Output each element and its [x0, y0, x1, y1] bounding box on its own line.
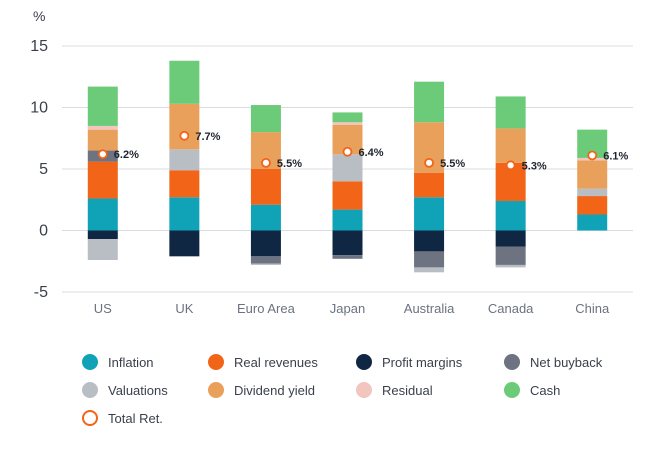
x-tick-label-uk: UK	[175, 301, 193, 316]
y-tick-label: -5	[34, 284, 48, 301]
bar-segment-cash-uk	[169, 60, 200, 104]
bar-segment-inflation-uk	[169, 197, 200, 231]
bar-segment-valuations-euro-area	[250, 263, 281, 265]
legend-item-residual: Residual	[356, 382, 433, 398]
bar-segment-valuations-us	[87, 239, 118, 261]
bar-segment-inflation-us	[87, 198, 118, 231]
bar-segment-cash-canada	[495, 96, 526, 129]
legend-swatch-real-revenues	[208, 354, 224, 370]
bar-segment-valuations-japan	[332, 154, 363, 182]
total-return-marker-euro-area	[261, 157, 271, 168]
x-tick-label-australia: Australia	[404, 301, 455, 316]
bar-segment-inflation-japan	[332, 209, 363, 231]
bar-segment-real-revenues-euro-area	[250, 169, 281, 205]
total-return-label-us: 6.2%	[114, 149, 139, 161]
bar-segment-inflation-euro-area	[250, 204, 281, 231]
total-return-marker-australia	[424, 157, 434, 168]
legend-item-dividend-yield: Dividend yield	[208, 382, 315, 398]
y-tick-label: 0	[39, 223, 48, 240]
legend-item-inflation: Inflation	[82, 354, 154, 370]
bar-segment-profit-margins-euro-area	[250, 230, 281, 257]
bar-segment-profit-margins-canada	[495, 230, 526, 247]
x-tick-label-us: US	[94, 301, 112, 316]
bar-segment-profit-margins-uk	[169, 230, 200, 257]
bar-segment-real-revenues-japan	[332, 181, 363, 210]
y-tick-label: 5	[39, 161, 48, 178]
total-return-marker-uk	[179, 130, 190, 141]
total-return-marker-china	[587, 150, 598, 161]
total-return-label-china: 6.1%	[603, 150, 628, 162]
bar-segment-cash-euro-area	[250, 105, 281, 133]
x-tick-label-japan: Japan	[330, 301, 365, 316]
bar-segment-valuations-australia	[414, 267, 445, 273]
total-return-label-euro-area: 5.5%	[277, 158, 302, 170]
legend-item-real-revenues: Real revenues	[208, 354, 318, 370]
bar-segment-valuations-uk	[169, 149, 200, 171]
legend-label-profit-margins: Profit margins	[382, 354, 463, 370]
legend-label-inflation: Inflation	[108, 354, 154, 370]
bar-segment-residual-us	[87, 125, 118, 130]
total-return-label-uk: 7.7%	[195, 131, 220, 143]
total-return-marker-canada	[505, 160, 516, 171]
total-return-marker-japan	[342, 146, 353, 157]
total-return-label-canada: 5.3%	[522, 160, 547, 172]
legend-label-total-return: Total Ret.	[108, 410, 163, 426]
x-tick-label-euro-area: Euro Area	[237, 301, 296, 316]
legend-swatch-residual	[356, 382, 372, 398]
bar-segment-cash-japan	[332, 112, 363, 123]
legend-swatch-total-return	[82, 410, 98, 426]
bar-segment-real-revenues-australia	[414, 172, 445, 198]
total-return-label-japan: 6.4%	[359, 147, 384, 159]
legend-item-profit-margins: Profit margins	[356, 354, 462, 370]
legend-item-net-buyback: Net buyback	[504, 354, 602, 370]
legend-swatch-dividend-yield	[208, 382, 224, 398]
bar-segment-dividend-yield-uk	[169, 103, 200, 150]
bar-segment-profit-margins-japan	[332, 230, 363, 256]
y-tick-label: 15	[30, 38, 48, 55]
legend-item-valuations: Valuations	[82, 382, 168, 398]
legend-label-cash: Cash	[530, 382, 561, 398]
x-tick-label-canada: Canada	[488, 301, 534, 316]
bar-segment-net-buyback-canada	[495, 246, 526, 265]
bar-segment-valuations-china	[577, 188, 608, 197]
legend-item-total-return: Total Ret.	[82, 410, 163, 426]
bar-segment-real-revenues-uk	[169, 170, 200, 198]
legend-label-valuations: Valuations	[108, 382, 168, 398]
total-return-marker-us	[97, 149, 108, 160]
bar-segment-profit-margins-australia	[414, 230, 445, 252]
bar-segment-net-buyback-australia	[414, 251, 445, 268]
bar-segment-cash-us	[87, 86, 118, 126]
bar-segment-residual-japan	[332, 122, 363, 125]
bar-segment-inflation-canada	[495, 200, 526, 231]
legend-swatch-net-buyback	[504, 354, 520, 370]
legend-swatch-profit-margins	[356, 354, 372, 370]
bar-segment-profit-margins-us	[87, 230, 118, 240]
bar-segment-dividend-yield-china	[577, 160, 608, 189]
bar-segment-net-buyback-japan	[332, 255, 363, 259]
legend-label-dividend-yield: Dividend yield	[234, 382, 315, 398]
y-axis-unit-label: %	[33, 8, 45, 24]
total-return-label-australia: 5.5%	[440, 158, 465, 170]
legend-swatch-inflation	[82, 354, 98, 370]
legend-label-net-buyback: Net buyback	[530, 354, 603, 370]
bar-segment-real-revenues-us	[87, 161, 118, 199]
bar-segment-net-buyback-euro-area	[250, 256, 281, 264]
x-tick-label-china: China	[575, 301, 610, 316]
bar-segment-inflation-australia	[414, 197, 445, 231]
legend-label-real-revenues: Real revenues	[234, 354, 318, 370]
y-tick-label: 10	[30, 100, 48, 117]
bar-segment-dividend-yield-canada	[495, 128, 526, 163]
bar-segment-cash-australia	[414, 81, 445, 123]
bar-segment-inflation-china	[577, 214, 608, 231]
legend-label-residual: Residual	[382, 382, 433, 398]
legend-swatch-cash	[504, 382, 520, 398]
legend-item-cash: Cash	[504, 382, 560, 398]
legend-swatch-valuations	[82, 382, 98, 398]
bar-segment-real-revenues-china	[577, 196, 608, 215]
bar-segment-dividend-yield-us	[87, 129, 118, 151]
bar-segment-valuations-canada	[495, 264, 526, 268]
